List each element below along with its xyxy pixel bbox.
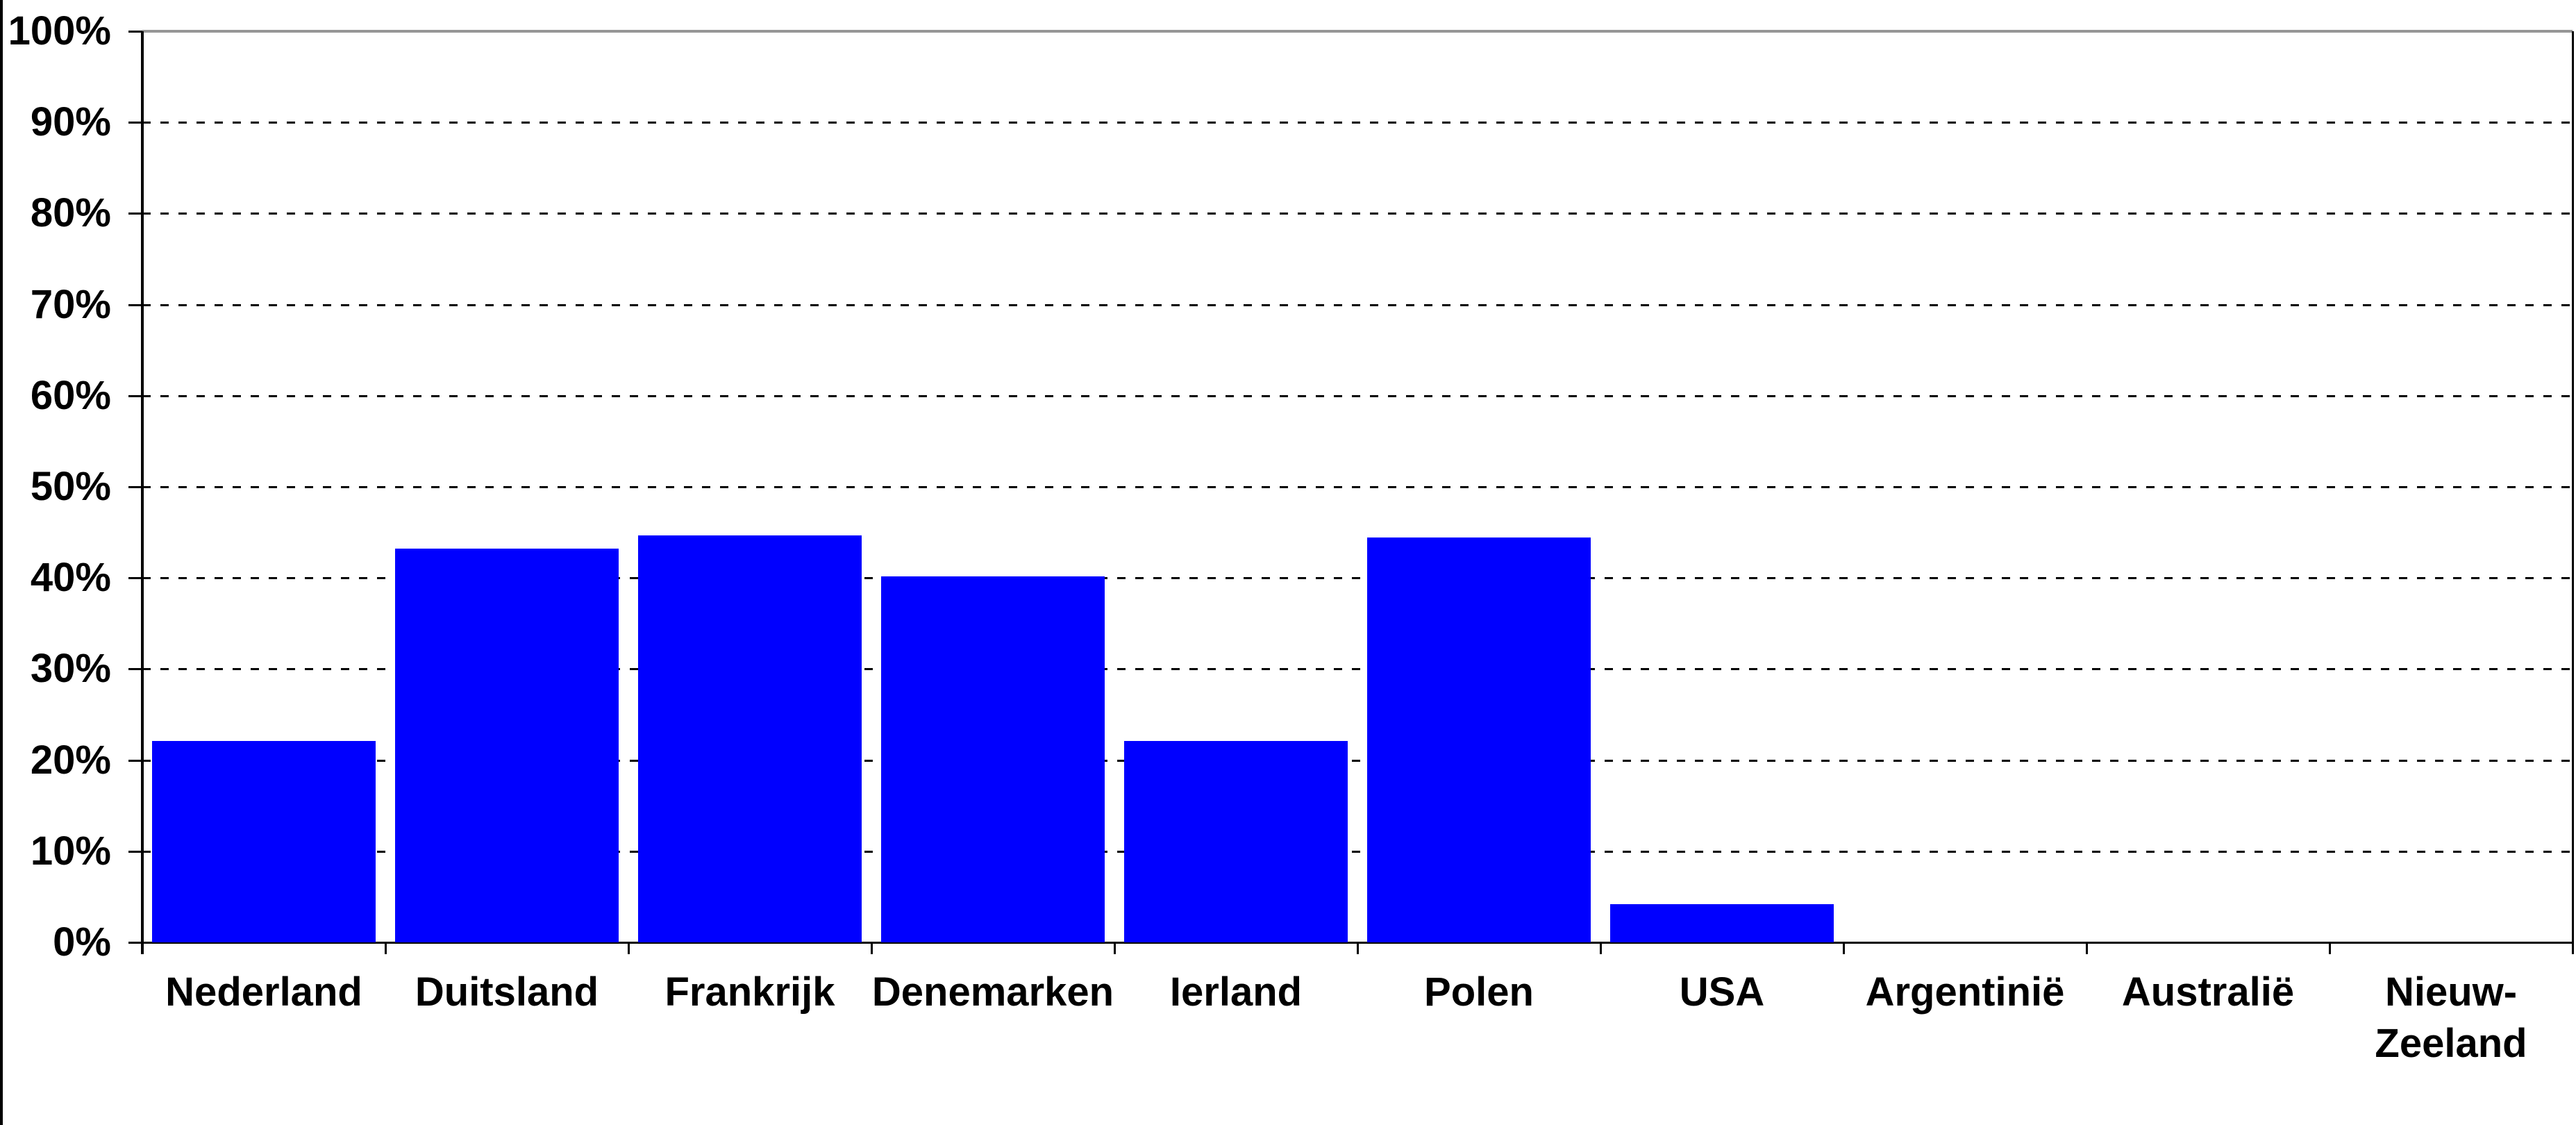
- gridline-80: [142, 212, 2573, 215]
- bar-duitsland: [395, 549, 619, 942]
- y-tick-100: [128, 31, 142, 33]
- y-tick-10: [128, 850, 142, 853]
- x-axis-label-nieuw-zeeland: Nieuw- Zeeland: [2375, 969, 2527, 1066]
- y-axis-label-100: 100%: [8, 8, 111, 53]
- y-tick-30: [128, 668, 142, 671]
- gridline-10: [142, 850, 2573, 853]
- x-axis-label-duitsland: Duitsland: [415, 969, 599, 1015]
- y-tick-70: [128, 303, 142, 306]
- x-axis-label-argentinie: Argentinië: [1865, 969, 2065, 1015]
- bar-ierland: [1124, 741, 1348, 942]
- x-tick-7: [1843, 942, 1845, 954]
- y-tick-80: [128, 212, 142, 215]
- gridline-50: [142, 486, 2573, 488]
- x-tick-5: [1357, 942, 1359, 954]
- gridline-30: [142, 668, 2573, 671]
- gridline-40: [142, 577, 2573, 580]
- y-axis-label-10: 10%: [30, 828, 111, 874]
- y-tick-60: [128, 394, 142, 397]
- x-tick-0: [142, 942, 144, 954]
- x-tick-4: [1114, 942, 1116, 954]
- x-axis-label-australie: Australië: [2121, 969, 2295, 1015]
- y-axis-label-0: 0%: [53, 919, 111, 965]
- x-axis-label-ierland: Ierland: [1169, 969, 1303, 1015]
- x-tick-8: [2086, 942, 2088, 954]
- y-tick-0: [128, 942, 142, 944]
- y-axis-label-30: 30%: [30, 646, 111, 692]
- gridline-90: [142, 122, 2573, 124]
- y-tick-50: [128, 486, 142, 488]
- y-axis-label-80: 80%: [30, 190, 111, 236]
- bar-denemarken: [881, 576, 1105, 942]
- plot-right-border: [2572, 31, 2574, 942]
- x-tick-6: [1600, 942, 1602, 954]
- x-axis-label-frankrijk: Frankrijk: [664, 969, 835, 1015]
- y-axis-label-60: 60%: [30, 372, 111, 418]
- y-tick-20: [128, 759, 142, 762]
- x-tick-10: [2572, 942, 2574, 954]
- bar-usa: [1610, 903, 1834, 942]
- bar-frankrijk: [638, 535, 862, 942]
- y-tick-40: [128, 577, 142, 580]
- y-axis-label-70: 70%: [30, 281, 111, 327]
- x-tick-2: [628, 942, 630, 954]
- x-tick-3: [871, 942, 873, 954]
- y-axis-line: [141, 31, 144, 954]
- gridline-20: [142, 759, 2573, 762]
- gridline-70: [142, 303, 2573, 306]
- y-axis-label-90: 90%: [30, 99, 111, 145]
- chart-left-edge-border: [0, 0, 3, 1125]
- x-axis-label-denemarken: Denemarken: [871, 969, 1114, 1015]
- x-axis-label-usa: USA: [1679, 969, 1765, 1015]
- y-axis-label-20: 20%: [30, 737, 111, 783]
- bar-polen: [1367, 538, 1591, 942]
- y-axis-label-40: 40%: [30, 555, 111, 601]
- gridline-60: [142, 394, 2573, 397]
- x-tick-9: [2329, 942, 2331, 954]
- gridline-100: [142, 30, 2573, 33]
- x-tick-1: [385, 942, 387, 954]
- y-tick-90: [128, 122, 142, 124]
- bar-nederland: [152, 741, 376, 942]
- x-axis-label-polen: Polen: [1424, 969, 1534, 1015]
- y-axis-label-50: 50%: [30, 464, 111, 509]
- x-axis-label-nederland: Nederland: [165, 969, 362, 1015]
